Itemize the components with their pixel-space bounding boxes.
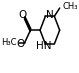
Text: O: O [18, 10, 26, 20]
Text: O: O [17, 39, 25, 49]
Text: HN: HN [36, 41, 52, 51]
Text: N: N [46, 10, 54, 20]
Text: CH₃: CH₃ [63, 2, 78, 11]
Text: H₃C: H₃C [1, 38, 17, 47]
